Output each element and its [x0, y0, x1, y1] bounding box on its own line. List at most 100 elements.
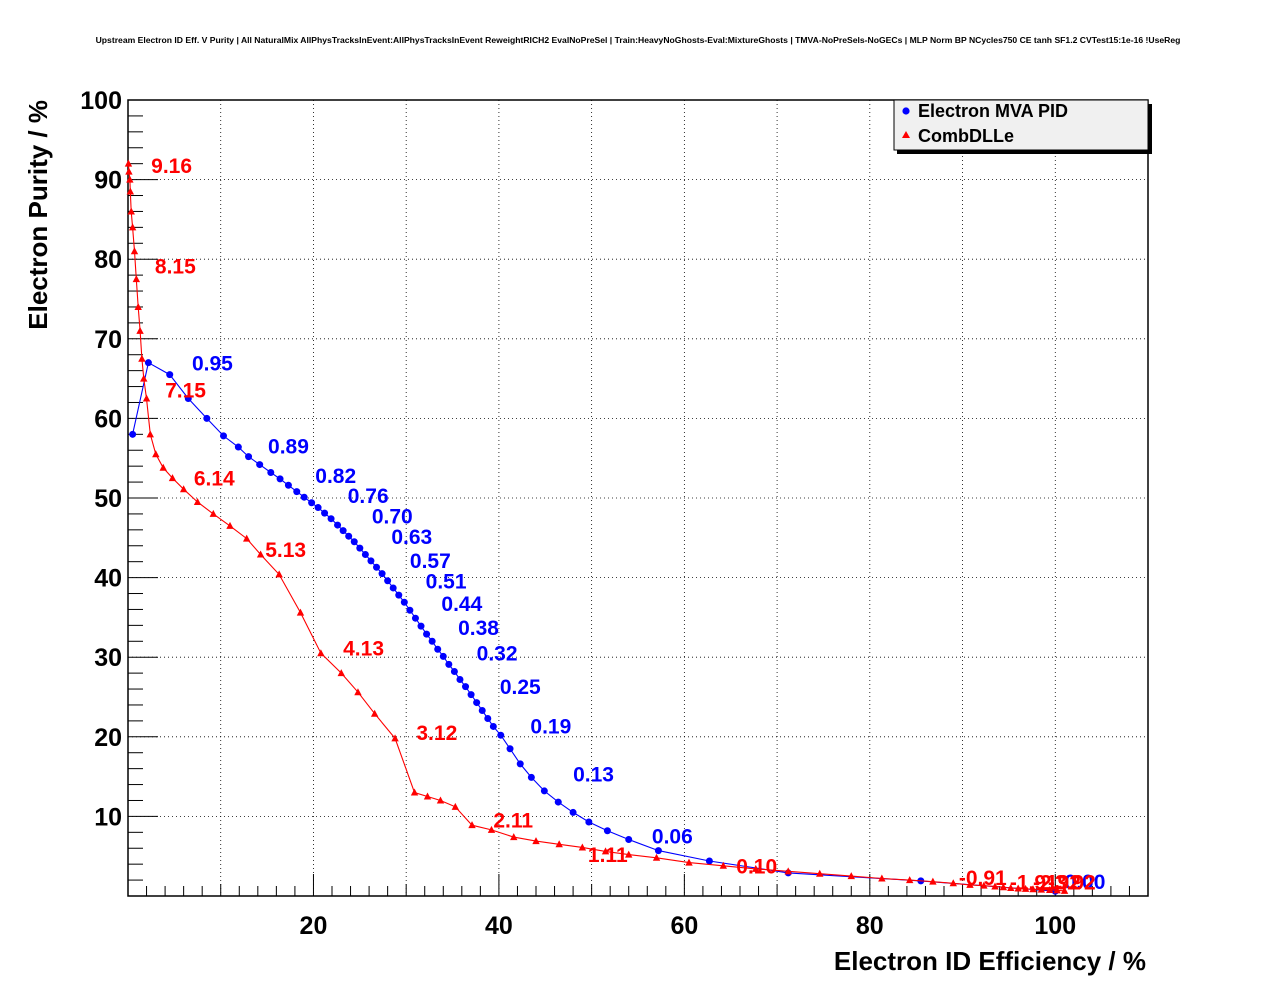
data-point	[136, 326, 144, 334]
data-point	[356, 544, 364, 552]
data-point	[434, 645, 442, 653]
data-point	[130, 247, 139, 255]
x-tick-label: 100	[1034, 912, 1076, 940]
data-point	[625, 835, 633, 843]
data-point	[468, 821, 476, 829]
grid-layer	[128, 100, 1148, 896]
data-point	[389, 584, 397, 592]
data-point	[489, 722, 497, 730]
data-label: 0.82	[315, 465, 356, 488]
data-point	[391, 734, 399, 742]
data-point	[417, 622, 425, 630]
series-layer	[124, 159, 1069, 895]
data-point	[411, 614, 419, 622]
data-point	[625, 850, 633, 858]
data-point	[203, 414, 211, 422]
data-label: 0.57	[410, 550, 451, 573]
y-tick-label: 50	[94, 485, 122, 513]
data-point	[652, 853, 661, 861]
data-point	[296, 608, 305, 616]
series-combdlle	[124, 159, 1069, 894]
legend-marker-dll	[902, 131, 910, 138]
data-point	[423, 630, 431, 638]
data-point	[226, 521, 234, 529]
data-label: 1.11	[588, 844, 628, 867]
data-point	[129, 430, 137, 438]
data-point	[685, 858, 693, 866]
data-point	[276, 475, 284, 483]
data-point	[752, 864, 760, 872]
data-label: 3.12	[416, 722, 457, 745]
data-point	[146, 430, 154, 438]
data-point	[905, 876, 914, 884]
x-tick-label: 20	[300, 912, 328, 940]
data-point	[540, 787, 548, 795]
data-point	[317, 649, 325, 657]
data-point	[451, 802, 460, 810]
data-point	[428, 637, 436, 645]
data-point	[991, 882, 999, 890]
data-point	[142, 394, 151, 402]
data-label: 0.10	[736, 856, 777, 879]
data-point	[1014, 884, 1022, 892]
data-point	[1007, 884, 1015, 892]
data-point	[166, 371, 174, 379]
y-tick-label: 40	[94, 565, 122, 593]
legend-label-mva: Electron MVA PID	[918, 101, 1068, 121]
data-point	[361, 551, 369, 559]
data-point	[603, 827, 611, 835]
data-point	[569, 808, 577, 816]
data-label: 7.15	[165, 380, 206, 403]
data-point	[339, 527, 347, 535]
data-label: 0.00	[1065, 871, 1106, 894]
label-layer: 0.95 0.89 0.820.760.700.630.570.510.440.38…	[151, 155, 1105, 894]
data-point	[138, 354, 146, 362]
x-tick-label: 40	[485, 912, 513, 940]
data-point	[436, 796, 445, 804]
data-point	[179, 485, 188, 493]
data-point	[516, 760, 524, 768]
data-point	[980, 881, 988, 889]
data-label: 8.15	[155, 256, 196, 279]
data-point	[345, 532, 353, 540]
data-point	[999, 883, 1008, 891]
data-point	[168, 474, 177, 482]
data-point	[284, 481, 292, 489]
data-point	[462, 683, 470, 691]
data-point	[373, 563, 381, 571]
data-point	[478, 707, 486, 715]
data-point	[705, 857, 713, 865]
data-label: 0.70	[372, 505, 413, 528]
data-point	[256, 550, 265, 558]
data-point	[878, 874, 886, 882]
data-point	[327, 515, 335, 523]
data-point	[400, 598, 408, 606]
y-tick-label: 30	[94, 644, 122, 672]
data-point	[267, 469, 275, 477]
data-point	[601, 847, 610, 855]
data-point	[140, 374, 148, 382]
tick-layer: 20 40 60 80 100 10 20 30 40 50 60 70 80 90 100	[80, 87, 1130, 940]
data-point	[456, 675, 464, 683]
data-label: 0.95	[192, 353, 233, 376]
data-label: 9.16	[151, 155, 192, 178]
data-point	[450, 668, 458, 676]
legend-label-dll: CombDLLe	[918, 126, 1014, 146]
data-point	[354, 688, 362, 696]
data-label: 6.14	[194, 467, 235, 490]
data-point	[445, 660, 453, 668]
data-point	[242, 534, 251, 542]
y-tick-label: 90	[94, 167, 122, 195]
data-point	[1053, 886, 1061, 894]
x-tick-label: 60	[670, 912, 698, 940]
data-point	[128, 223, 137, 231]
data-label: 0.51	[426, 571, 467, 594]
data-point	[487, 825, 496, 833]
data-point	[126, 187, 135, 195]
data-point	[384, 577, 392, 585]
data-label: 0.63	[391, 526, 432, 549]
data-label: -2.92	[1033, 872, 1081, 895]
data-point	[293, 488, 301, 496]
